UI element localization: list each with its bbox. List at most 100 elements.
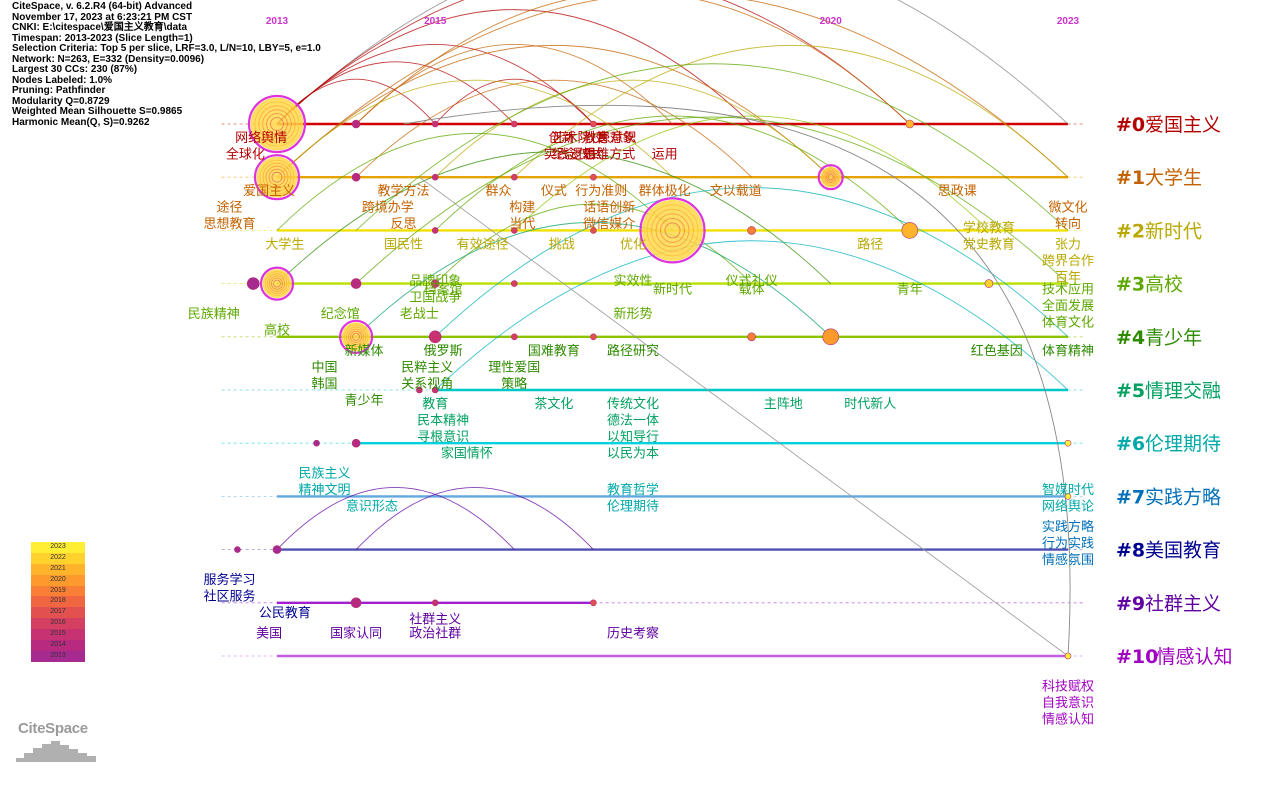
node-dot[interactable] [510, 280, 518, 287]
link-arc [434, 187, 1069, 338]
link-arc [355, 486, 594, 550]
node-ring [345, 326, 367, 348]
keyword-label: 社区服务 [204, 589, 256, 605]
link-arc [276, 0, 911, 125]
node-dot[interactable] [428, 330, 442, 344]
logo-bar [24, 753, 33, 762]
node-dot[interactable] [747, 226, 756, 235]
keyword-label: 挑战 [549, 237, 575, 252]
node-dot[interactable] [822, 328, 840, 346]
logo-text: CiteSpace [18, 720, 88, 737]
keyword-label: 民粹主义 [401, 360, 453, 375]
node-dot[interactable] [431, 173, 439, 181]
keyword-label: 党史教育 [963, 236, 1015, 252]
node-ring [259, 159, 295, 195]
node-dot[interactable] [351, 119, 361, 129]
keyword-label: 学校教育 [963, 220, 1015, 236]
keyword-label: 体育精神 [1042, 343, 1094, 359]
cluster-name: 青少年 [1145, 327, 1202, 349]
cluster-name: 新时代 [1145, 220, 1202, 242]
keyword-label: 路径 [857, 236, 883, 252]
keyword-label: 红色基因 [971, 343, 1023, 359]
keyword-label: 纪念仪式 [552, 147, 604, 163]
node-ring [268, 275, 286, 292]
keyword-label: 仪式 [541, 184, 567, 199]
node-dot[interactable] [590, 333, 597, 341]
node-dot[interactable] [351, 172, 361, 182]
cluster-name: 高校 [1145, 274, 1183, 296]
keyword-label: 运用 [652, 148, 678, 163]
node-ring [265, 165, 289, 189]
keyword-label: 当代 [509, 217, 535, 232]
legend-cell: 2017 [31, 607, 85, 619]
node-dot[interactable] [1064, 439, 1072, 447]
keyword-label: 纪念馆 [321, 306, 360, 322]
node-ring [258, 105, 296, 143]
keyword-label: 全球化 [226, 147, 265, 163]
node-dot[interactable] [1064, 493, 1072, 500]
keyword-label: 主阵地 [764, 397, 803, 412]
meta-line: CiteSpace, v. 6.2.R4 (64-bit) Advanced [12, 1, 193, 12]
logo-bar [69, 749, 78, 762]
node-dot[interactable] [350, 597, 362, 609]
keyword-label: 教育对象 [583, 130, 635, 146]
legend-cell: 2021 [31, 563, 85, 575]
meta-line: Network: N=263, E=332 (Density=0.0096) [12, 53, 205, 65]
node-dot[interactable] [431, 120, 439, 128]
node-dot[interactable] [431, 386, 439, 394]
node-dot[interactable] [246, 277, 260, 290]
node-dot[interactable] [350, 278, 362, 289]
node-dot[interactable] [1064, 652, 1072, 660]
node-dot[interactable] [430, 279, 440, 288]
node-dot[interactable] [510, 173, 518, 181]
node-dot[interactable] [313, 439, 320, 447]
node-ring [262, 269, 292, 299]
keyword-label: 技术应用 [1042, 281, 1094, 297]
node-dot[interactable] [351, 438, 361, 448]
node-ring [266, 113, 288, 135]
logo-bar [42, 744, 51, 762]
keyword-label: 德法一体 [607, 414, 659, 429]
link-arc [276, 9, 752, 125]
node-dot[interactable] [590, 120, 597, 128]
keyword-label: 民族精神 [188, 306, 240, 322]
node-dot[interactable] [901, 222, 919, 239]
keyword-label: 策略 [501, 376, 527, 392]
logo-bar [51, 741, 60, 762]
node-ring [664, 222, 681, 239]
node-dot[interactable] [431, 599, 439, 607]
node-dot[interactable] [984, 279, 994, 288]
keyword-label: 艺术院校 [552, 130, 604, 146]
keyword-label: 理性爱国 [488, 360, 540, 375]
node-dot[interactable] [590, 227, 597, 234]
node-dot[interactable] [510, 333, 518, 341]
node-dot[interactable] [272, 545, 282, 554]
cluster-id: #6 [1116, 433, 1145, 455]
cluster-id: #1 [1116, 167, 1145, 189]
legend-cell: 2019 [31, 585, 85, 597]
link-arc [276, 45, 832, 178]
node-dot[interactable] [590, 173, 597, 181]
node-dot[interactable] [510, 227, 518, 234]
keyword-label: 以民为本 [607, 447, 659, 462]
node-dot[interactable] [747, 332, 756, 342]
keyword-label: 俄罗斯 [424, 344, 463, 359]
node-dot[interactable] [431, 227, 439, 234]
logo-bar [78, 753, 87, 762]
node-dot[interactable] [510, 120, 518, 128]
keyword-label: 自我意识 [1042, 695, 1094, 711]
logo-bar [16, 758, 25, 762]
node-dot[interactable] [234, 546, 241, 553]
node-dot[interactable] [590, 599, 597, 607]
keyword-label: 新媒体 [345, 343, 384, 359]
keyword-label: 民族主义 [298, 466, 350, 482]
cluster-name: 美国教育 [1145, 540, 1221, 562]
keyword-label: 国家认同 [330, 625, 382, 641]
logo-bar [87, 756, 96, 762]
keyword-label: 百年 [1055, 270, 1081, 285]
link-arc [355, 79, 752, 178]
node-ring [827, 174, 834, 181]
node-dot[interactable] [416, 386, 423, 394]
meta-line: Timespan: 2013-2023 (Slice Length=1) [12, 32, 193, 44]
node-dot[interactable] [905, 119, 915, 129]
